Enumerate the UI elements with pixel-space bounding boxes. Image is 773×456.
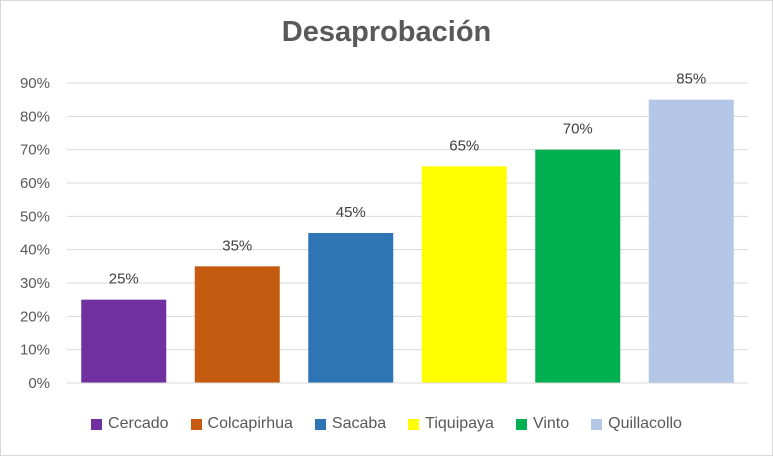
legend-item: Colcapirhua bbox=[190, 415, 293, 433]
bar-vinto bbox=[535, 149, 621, 383]
legend-label: Cercado bbox=[108, 415, 169, 432]
y-tick-label: 10% bbox=[20, 342, 50, 359]
y-tick-label: 40% bbox=[20, 242, 50, 259]
legend-label: Colcapirhua bbox=[207, 415, 293, 432]
data-label: 85% bbox=[676, 71, 706, 88]
bar-quillacollo bbox=[648, 99, 734, 384]
y-tick-label: 60% bbox=[20, 175, 50, 192]
legend-item: Quillacollo bbox=[591, 415, 682, 433]
bar-tiquipaya bbox=[421, 166, 507, 383]
legend-item: Cercado bbox=[91, 415, 169, 433]
legend-item: Tiquipaya bbox=[408, 415, 494, 433]
y-tick-label: 20% bbox=[20, 308, 50, 325]
legend-item: Sacaba bbox=[314, 415, 387, 433]
data-label: 35% bbox=[222, 237, 252, 254]
legend-swatch bbox=[591, 418, 603, 430]
y-tick-label: 80% bbox=[20, 108, 50, 125]
legend-label: Vinto bbox=[532, 415, 570, 432]
data-label: 65% bbox=[449, 137, 479, 154]
legend-label: Tiquipaya bbox=[425, 415, 494, 432]
legend-swatch bbox=[190, 418, 202, 430]
data-label: 70% bbox=[563, 121, 593, 138]
y-tick-label: 30% bbox=[20, 275, 50, 292]
legend-swatch bbox=[515, 418, 527, 430]
chart-legend: Cercado Colcapirhua Sacaba Tiquipaya Vinto Qu… bbox=[0, 413, 773, 435]
data-label: 45% bbox=[336, 204, 366, 221]
y-tick-label: 50% bbox=[20, 208, 50, 225]
y-tick-label: 90% bbox=[20, 75, 50, 92]
bar-cercado bbox=[81, 299, 167, 383]
legend-swatch bbox=[314, 418, 326, 430]
legend-label: Quillacollo bbox=[608, 415, 682, 432]
y-tick-label: 70% bbox=[20, 142, 50, 159]
legend-item: Vinto bbox=[515, 415, 570, 433]
chart-title: Desaprobación bbox=[281, 16, 492, 48]
legend-swatch bbox=[408, 418, 420, 430]
data-label: 25% bbox=[109, 271, 139, 288]
legend-label: Sacaba bbox=[331, 415, 387, 432]
y-tick-label: 0% bbox=[28, 375, 50, 392]
bar-colcapirhua bbox=[194, 266, 280, 383]
legend-swatch bbox=[91, 418, 103, 430]
bar-sacaba bbox=[308, 233, 394, 383]
